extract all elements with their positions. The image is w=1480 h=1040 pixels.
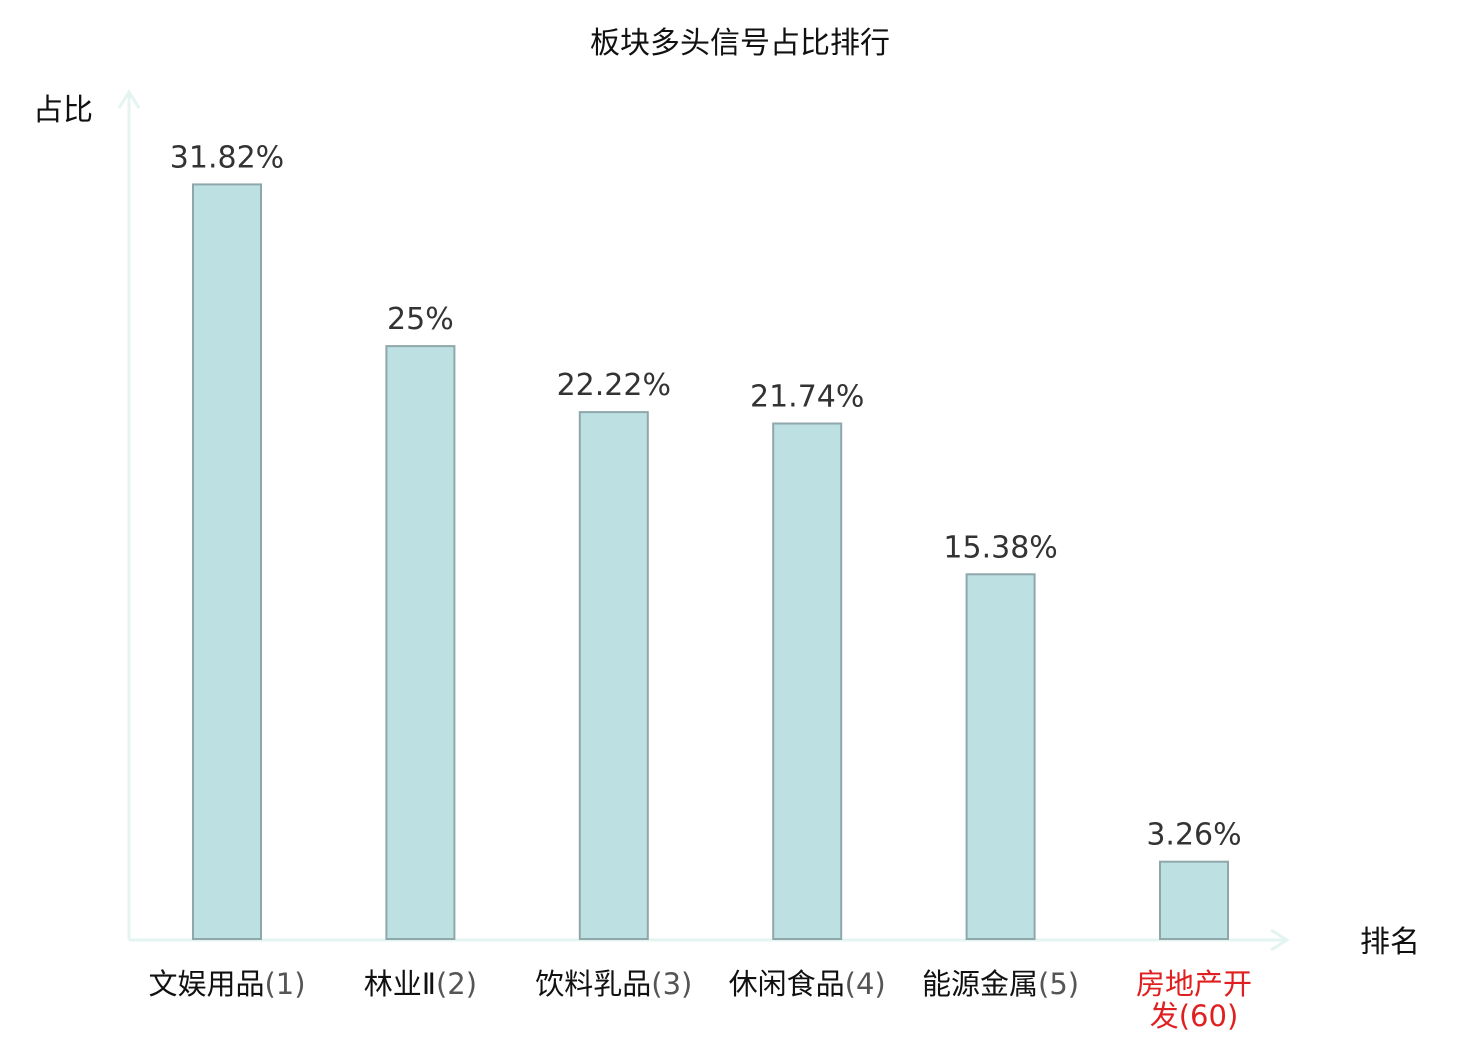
data-label: 3.26% [1146,818,1241,853]
tick-label-name: 林业Ⅱ [364,967,436,1001]
value-labels-group: 31.82% 25% 22.22% 21.74% 15.38% 3.26% [170,140,1242,852]
bar [772,422,843,940]
tick-label-name: 饮料乳品 [535,967,651,1001]
tick-label: 饮料乳品(3) [535,967,692,1001]
data-label: 31.82% [170,140,284,175]
bar [578,411,649,941]
tick-label-rank: (1) [264,967,305,1001]
tick-label-name: 能源金属 [922,967,1038,1001]
bars-group [192,183,1229,941]
data-label: 22.22% [557,368,671,403]
tick-label: 林业Ⅱ(2) [364,967,477,1001]
tick-label: 休闲食品(4) [729,967,886,1001]
category-labels-group: 文娱用品(1) 林业Ⅱ(2) 饮料乳品(3) 休闲食品(4) 能源金属(5) 房地产开发(… [148,967,1252,1033]
data-label: 21.74% [750,380,864,415]
chart-title: 板块多头信号占比排行 [590,26,890,61]
tick-label-rank: (4) [845,967,886,1001]
data-label: 25% [387,302,454,337]
tick-label-second-line: 发(60) [1150,999,1239,1033]
tick-label: 房地产开 [1136,967,1252,1001]
x-axis-label: 排名 [1360,925,1420,960]
x-axis-arrow [1270,928,1290,952]
tick-label: 能源金属(5) [922,967,1079,1001]
y-axis-arrow [117,89,141,109]
tick-label-name: 文娱用品 [148,967,264,1001]
tick-label: 文娱用品(1) [148,967,305,1001]
tick-label-name: 休闲食品 [729,967,845,1001]
bar [1159,860,1229,941]
tick-label-rank: (2) [436,967,477,1001]
bar [385,345,456,941]
tick-label-rank: (5) [1038,967,1079,1001]
data-label: 15.38% [943,530,1057,565]
y-axis-label: 占比 [33,93,93,128]
bar [965,573,1036,940]
bar [192,183,262,940]
tick-label-rank: (3) [651,967,692,1001]
